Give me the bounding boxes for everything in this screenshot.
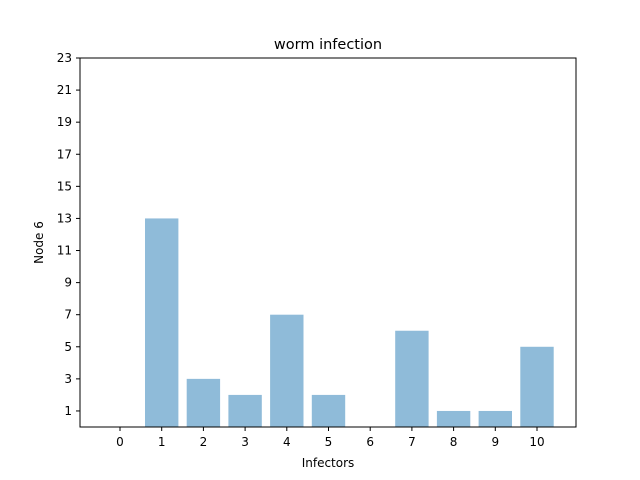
x-tick-label: 3 bbox=[241, 435, 249, 449]
bar-4 bbox=[270, 314, 304, 427]
y-tick-label: 7 bbox=[64, 308, 72, 322]
x-tick-label: 10 bbox=[529, 435, 544, 449]
y-tick-label: 11 bbox=[57, 244, 72, 258]
bar-5 bbox=[311, 394, 346, 427]
y-axis-label: Node 6 bbox=[32, 221, 46, 264]
plot-frame bbox=[79, 57, 577, 428]
y-tick-label: 19 bbox=[57, 115, 72, 129]
bar-2 bbox=[186, 378, 221, 427]
bar-1 bbox=[145, 218, 179, 427]
y-tick-label: 15 bbox=[57, 179, 72, 193]
y-tick-label: 13 bbox=[57, 211, 72, 225]
x-tick-label: 0 bbox=[116, 435, 124, 449]
x-tick-label: 6 bbox=[366, 435, 374, 449]
x-axis-label: Infectors bbox=[302, 456, 355, 470]
x-ticks-group: 0 1 2 3 4 5 6 7 8 9 10 bbox=[116, 427, 545, 449]
x-tick-label: 1 bbox=[158, 435, 166, 449]
x-tick-label: 8 bbox=[450, 435, 458, 449]
y-tick-label: 9 bbox=[64, 276, 72, 290]
y-tick-label: 17 bbox=[57, 147, 72, 161]
y-tick-label: 5 bbox=[64, 340, 72, 354]
x-tick-label: 4 bbox=[283, 435, 291, 449]
bars-group bbox=[145, 218, 554, 427]
y-tick-label: 1 bbox=[64, 404, 72, 418]
y-tick-label: 23 bbox=[57, 51, 72, 65]
bar-9 bbox=[478, 410, 512, 427]
bar-10 bbox=[520, 346, 554, 427]
bar-8 bbox=[436, 410, 471, 427]
bar-7 bbox=[395, 330, 429, 427]
x-tick-label: 2 bbox=[200, 435, 208, 449]
x-tick-label: 5 bbox=[325, 435, 333, 449]
y-tick-label: 21 bbox=[57, 83, 72, 97]
y-tick-label: 3 bbox=[64, 372, 72, 386]
chart-title: worm infection bbox=[274, 37, 382, 53]
bar-3 bbox=[228, 394, 262, 427]
x-tick-label: 7 bbox=[408, 435, 416, 449]
x-tick-label: 9 bbox=[491, 435, 499, 449]
